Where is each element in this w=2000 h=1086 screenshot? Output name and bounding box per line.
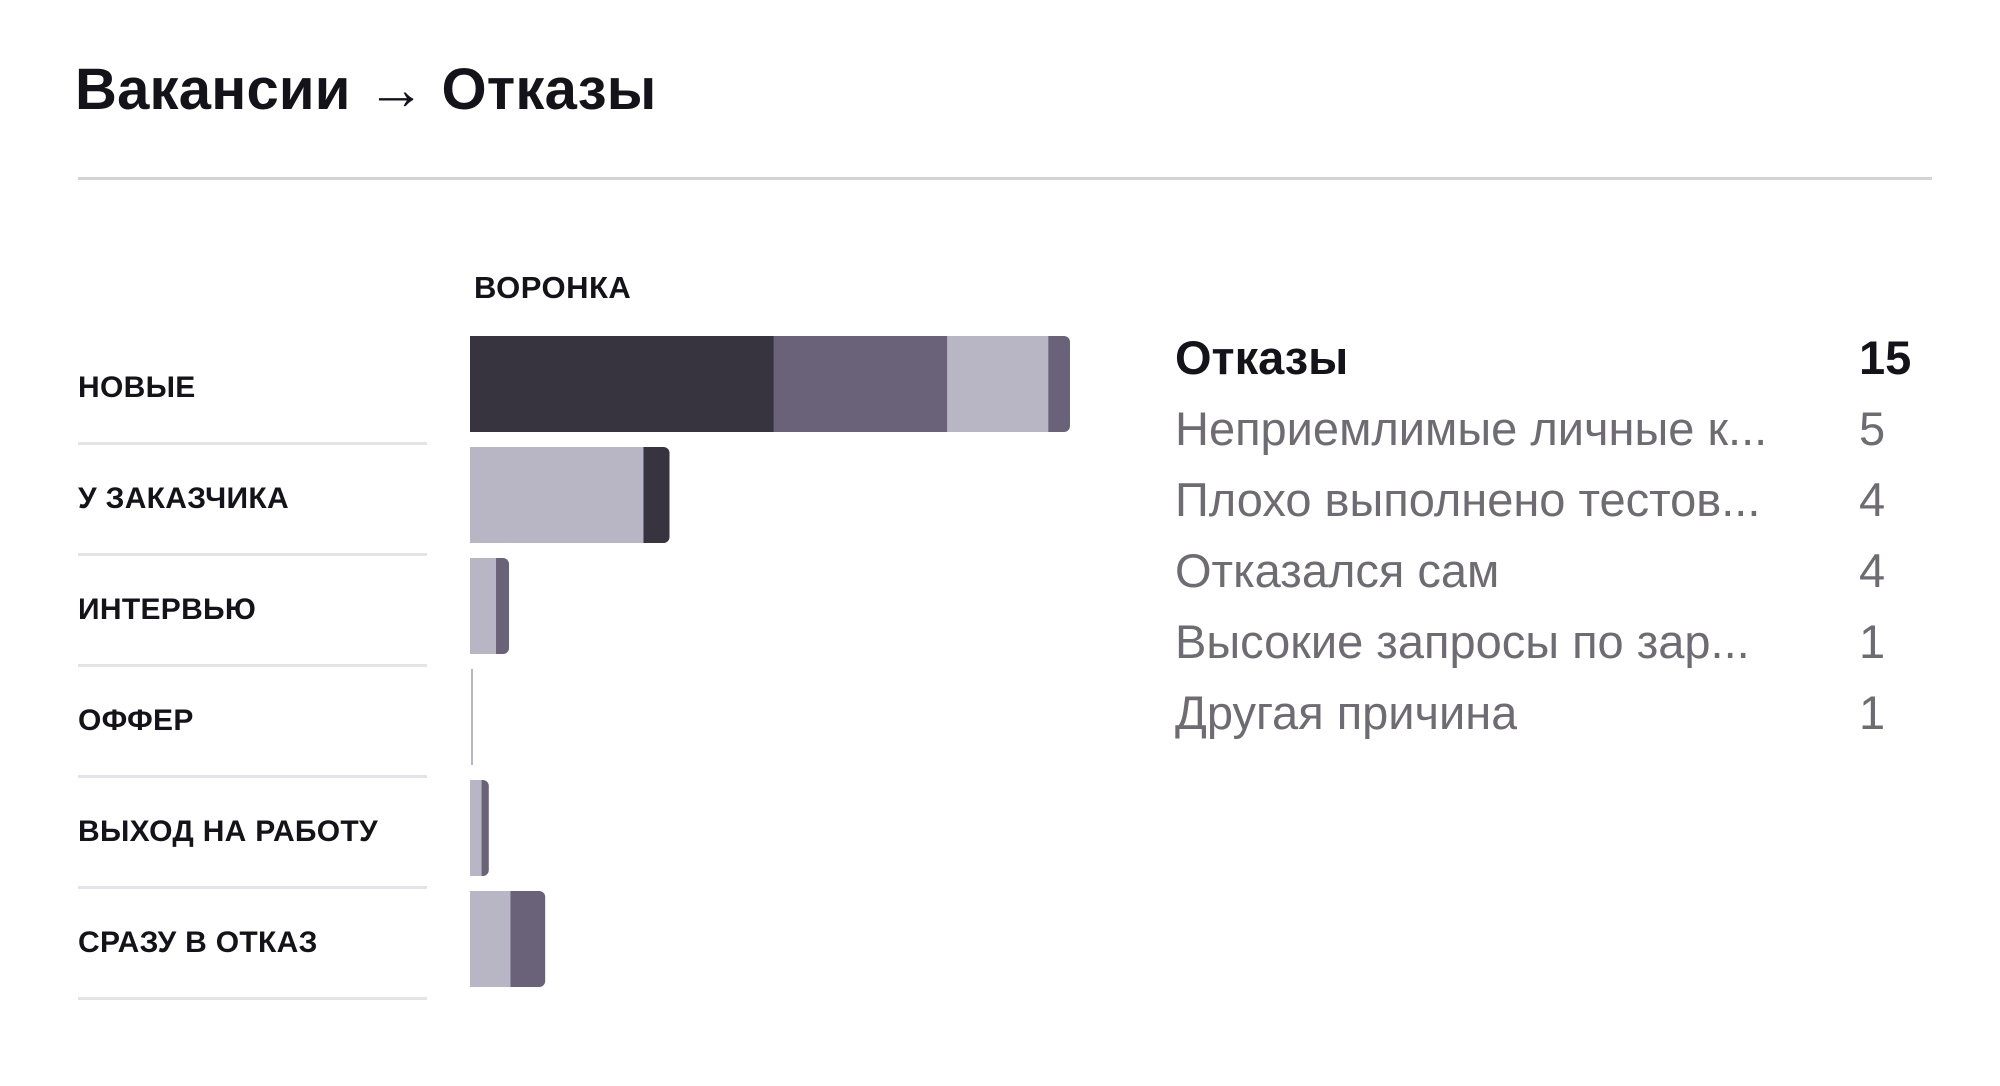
reason-row[interactable]: Другая причина 1 [1175, 677, 1915, 748]
reason-row[interactable]: Неприемлимые личные к... 5 [1175, 393, 1915, 464]
stage-label-offer[interactable]: ОФФЕР [78, 667, 427, 778]
funnel-bar-segment[interactable] [470, 891, 511, 987]
stage-label-hired[interactable]: ВЫХОД НА РАБОТУ [78, 778, 427, 889]
reason-total-label: Отказы [1175, 331, 1349, 384]
reason-label: Плохо выполнено тестов... [1175, 473, 1761, 526]
reason-label: Высокие запросы по зар... [1175, 615, 1750, 668]
funnel-bar-segment[interactable] [470, 780, 483, 876]
reason-row[interactable]: Высокие запросы по зар... 1 [1175, 606, 1915, 677]
funnel-bar-segment[interactable] [1048, 336, 1070, 432]
page-title: Вакансии → Отказы [75, 57, 657, 122]
funnel-bar-segment[interactable] [773, 336, 948, 432]
title-divider [78, 177, 1932, 180]
rejection-reasons-panel: Отказы 15 Неприемлимые личные к... 5 Пло… [1175, 322, 1915, 748]
funnel-bar[interactable] [470, 891, 546, 987]
funnel-bar-segment[interactable] [643, 447, 670, 543]
stage-label-rejected[interactable]: СРАЗУ В ОТКАЗ [78, 889, 427, 1000]
funnel-bar[interactable] [470, 780, 489, 876]
reason-count: 1 [1859, 615, 1886, 668]
reason-total-row[interactable]: Отказы 15 [1175, 322, 1915, 393]
reason-label: Неприемлимые личные к... [1175, 402, 1768, 455]
funnel-bar[interactable] [470, 336, 1071, 432]
funnel-bar-segment[interactable] [470, 447, 644, 543]
reason-label: Другая причина [1175, 686, 1518, 739]
reason-count: 4 [1859, 544, 1886, 597]
reason-count: 4 [1859, 473, 1886, 526]
stage-label-interview[interactable]: ИНТЕРВЬЮ [78, 556, 427, 667]
funnel-bar-segment[interactable] [510, 891, 546, 987]
reason-row[interactable]: Отказался сам 4 [1175, 535, 1915, 606]
stage-list: НОВЫЕ У ЗАКАЗЧИКА ИНТЕРВЬЮ ОФФЕР ВЫХОД Н… [78, 334, 427, 1000]
funnel-label: ВОРОНКА [474, 270, 632, 305]
reason-count: 1 [1859, 686, 1886, 739]
reason-count: 5 [1859, 402, 1886, 455]
funnel-bar-segment[interactable] [481, 780, 490, 876]
funnel-bar[interactable] [470, 558, 510, 654]
funnel-bar-segment[interactable] [947, 336, 1049, 432]
reason-total-value: 15 [1859, 331, 1912, 384]
funnel-chart [470, 336, 1071, 987]
funnel-bar-segment[interactable] [470, 336, 775, 432]
funnel-bar-segment[interactable] [470, 558, 497, 654]
funnel-bar-segment[interactable] [496, 558, 510, 654]
reason-label: Отказался сам [1175, 544, 1500, 597]
stage-label-new[interactable]: НОВЫЕ [78, 334, 427, 445]
stage-label-client[interactable]: У ЗАКАЗЧИКА [78, 445, 427, 556]
funnel-bar[interactable] [470, 447, 670, 543]
reason-row[interactable]: Плохо выполнено тестов... 4 [1175, 464, 1915, 535]
